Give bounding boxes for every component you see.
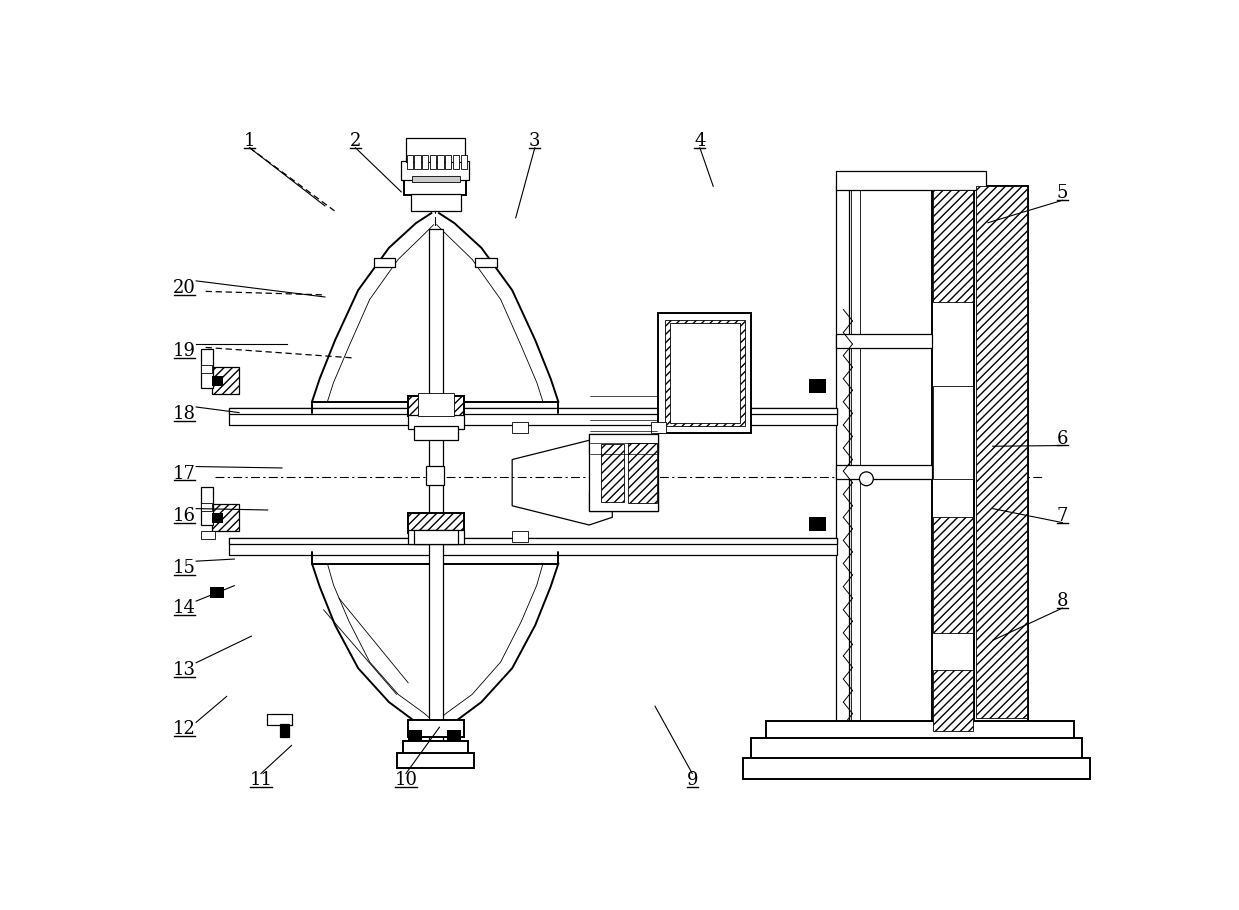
Bar	[408, 513, 463, 532]
Bar	[401, 161, 470, 180]
Bar	[201, 503, 212, 511]
Bar	[835, 465, 932, 479]
Bar	[201, 349, 213, 388]
Bar	[212, 504, 239, 531]
Text: 5: 5	[1057, 185, 1068, 202]
Text: 16: 16	[173, 507, 196, 524]
Bar	[212, 367, 239, 394]
Text: 11: 11	[249, 772, 273, 790]
Bar	[447, 730, 461, 741]
Bar	[229, 414, 838, 425]
Bar	[422, 156, 429, 169]
Bar	[658, 313, 751, 432]
Bar	[809, 379, 825, 392]
Bar	[212, 376, 223, 387]
Bar	[408, 415, 463, 429]
Bar	[419, 392, 455, 416]
Bar	[590, 434, 658, 511]
Bar	[974, 187, 1028, 725]
Bar	[590, 491, 658, 511]
Text: 20: 20	[173, 278, 196, 297]
Bar	[670, 323, 740, 423]
Text: 18: 18	[173, 405, 196, 423]
Text: 4: 4	[694, 132, 705, 150]
Bar	[408, 730, 422, 741]
Bar	[229, 408, 838, 425]
Bar	[201, 531, 214, 539]
Bar	[413, 177, 460, 182]
Bar	[229, 544, 838, 555]
Bar	[664, 320, 746, 427]
Bar	[766, 722, 1074, 741]
Text: 13: 13	[173, 661, 196, 679]
Bar	[628, 442, 657, 503]
Bar	[933, 190, 973, 302]
Bar	[453, 156, 458, 169]
Bar	[211, 587, 224, 598]
Bar	[404, 180, 466, 196]
Bar	[408, 531, 463, 544]
Bar	[933, 670, 973, 732]
Text: 3: 3	[529, 132, 540, 150]
Bar	[229, 538, 838, 555]
Bar	[835, 187, 850, 756]
Bar	[406, 138, 465, 162]
Bar	[414, 427, 458, 440]
Bar	[851, 187, 860, 756]
Bar	[650, 422, 667, 432]
Bar	[201, 365, 212, 372]
Bar	[976, 187, 1027, 717]
Text: 12: 12	[173, 721, 196, 738]
Bar	[268, 713, 292, 725]
Bar	[809, 517, 825, 531]
Bar	[590, 434, 658, 454]
Text: 14: 14	[173, 599, 196, 617]
Bar	[403, 741, 468, 754]
Bar	[229, 408, 838, 414]
Text: 9: 9	[686, 772, 698, 790]
Bar	[512, 531, 528, 542]
Bar	[414, 156, 420, 169]
Bar	[201, 487, 213, 525]
Bar	[212, 512, 223, 523]
Text: 6: 6	[1057, 430, 1068, 448]
Bar	[280, 724, 289, 737]
Bar	[932, 187, 974, 733]
Circle shape	[860, 472, 873, 486]
Text: 8: 8	[1057, 592, 1068, 610]
Bar	[430, 156, 436, 169]
Bar	[429, 228, 442, 744]
Bar	[406, 156, 413, 169]
Bar	[512, 422, 528, 432]
Bar	[751, 738, 1082, 760]
Text: 2: 2	[349, 132, 361, 150]
Bar	[374, 258, 395, 267]
Bar	[410, 194, 461, 211]
Bar	[933, 517, 973, 632]
Text: 15: 15	[173, 559, 196, 577]
Text: 7: 7	[1057, 507, 1068, 524]
Bar	[835, 334, 932, 348]
Text: 1: 1	[244, 132, 255, 150]
Bar	[933, 387, 973, 479]
Text: 17: 17	[173, 465, 196, 482]
Bar	[835, 171, 986, 190]
Bar	[408, 397, 463, 416]
Bar	[437, 156, 444, 169]
Bar	[461, 156, 467, 169]
Bar	[408, 720, 463, 737]
Bar	[426, 467, 445, 485]
Bar	[743, 757, 1089, 779]
Bar	[396, 753, 473, 768]
Text: 10: 10	[394, 772, 418, 790]
Bar	[229, 538, 838, 544]
Text: 19: 19	[173, 342, 196, 360]
Bar	[414, 531, 458, 544]
Bar	[445, 156, 451, 169]
Bar	[601, 444, 623, 502]
Bar	[476, 258, 497, 267]
